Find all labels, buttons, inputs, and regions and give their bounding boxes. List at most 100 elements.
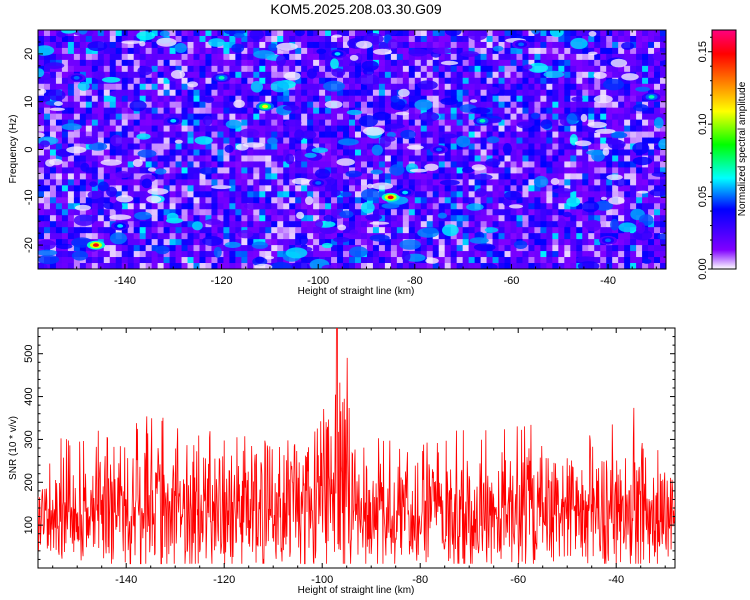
heatmap-cell [426, 179, 434, 186]
heatmap-cell [378, 167, 386, 174]
heatmap-cell [337, 203, 344, 210]
heatmap-cell [319, 185, 326, 192]
heatmap-cell [139, 119, 147, 127]
heatmap-cell [450, 161, 458, 169]
heatmap-cell [384, 89, 392, 97]
heatmap-cell [354, 95, 362, 103]
heatmap-cell [67, 41, 75, 49]
heatmap-gap [349, 54, 359, 61]
heatmap-cell [480, 137, 488, 145]
heatmap-cell [271, 161, 278, 169]
heatmap-blob [349, 229, 359, 235]
heatmap-cell [49, 65, 57, 73]
heatmap-cell [516, 71, 524, 79]
heatmap-cell [654, 41, 661, 49]
heatmap-cell [175, 143, 183, 151]
heatmap-cell [97, 53, 105, 61]
heatmap-cell [97, 83, 105, 91]
heatmap-cell [253, 155, 260, 163]
heatmap-cell [360, 143, 368, 151]
heatmap-cell [384, 30, 392, 37]
heatmap-cell [414, 30, 422, 37]
heatmap-cell [277, 197, 284, 204]
heatmap-cell [199, 149, 207, 157]
heatmap-cell [343, 251, 350, 258]
heatmap-cell [133, 41, 141, 49]
heatmap-cell [444, 233, 452, 240]
heatmap-cell [319, 155, 326, 163]
colorbar-tick-label: 0.15 [697, 41, 709, 62]
heatmap-cell [456, 257, 464, 264]
heatmap-cell [390, 215, 398, 222]
heatmap-cell [193, 95, 201, 103]
heatmap-cell [636, 257, 643, 264]
heatmap-cell [654, 71, 661, 79]
heatmap-cell [600, 131, 607, 139]
heatmap-cell [636, 185, 643, 192]
heatmap-cell [534, 47, 541, 55]
heatmap-cell [193, 191, 201, 198]
heatmap-cell [432, 173, 440, 180]
heatmap-cell [277, 149, 284, 157]
snr-x-tick-label: -40 [608, 574, 624, 586]
heatmap-cell [67, 35, 75, 43]
heatmap-cell [660, 131, 666, 139]
heatmap-cell [450, 263, 458, 269]
heatmap-cell [133, 131, 141, 139]
heatmap-cell [432, 89, 440, 97]
heatmap-cell [247, 107, 254, 115]
heatmap-cell [319, 233, 326, 240]
heatmap-cell [109, 83, 117, 91]
heatmap-cell [378, 149, 386, 157]
heatmap-cell [408, 149, 416, 157]
heatmap-cell [576, 173, 583, 180]
heatmap-cell [504, 53, 512, 61]
heatmap-cell [504, 185, 512, 192]
heatmap-cell [528, 149, 536, 157]
heatmap-cell [486, 221, 494, 228]
heatmap-cell [360, 125, 368, 133]
heatmap-cell [408, 53, 416, 61]
heatmap-cell [319, 125, 326, 133]
heatmap-cell [313, 203, 320, 210]
heatmap-x-tick-label: -100 [307, 275, 329, 287]
heatmap-cell [372, 227, 380, 234]
heatmap-cell [217, 179, 225, 186]
heatmap-cell [313, 77, 320, 85]
heatmap-cell [193, 35, 201, 43]
heatmap-cell [223, 209, 230, 216]
heatmap-cell [223, 53, 230, 61]
heatmap-cell [618, 119, 625, 127]
heatmap-cell [121, 203, 129, 210]
heatmap-cell [295, 233, 302, 240]
heatmap-cell [211, 59, 219, 67]
heatmap-cell [271, 191, 278, 198]
heatmap-cell [504, 83, 512, 91]
heatmap-blob [155, 245, 170, 255]
heatmap-cell [331, 119, 338, 127]
heatmap-cell [38, 125, 45, 133]
heatmap-cell [606, 167, 613, 174]
heatmap-blob [174, 42, 187, 54]
heatmap-cell [67, 89, 75, 97]
heatmap-cell [378, 197, 386, 204]
heatmap-cell [133, 167, 141, 174]
heatmap-cell [414, 173, 422, 180]
heatmap-cell [618, 95, 625, 103]
heatmap-cell [283, 95, 290, 103]
heatmap-cell [516, 155, 524, 163]
heatmap-cell [49, 179, 57, 186]
heatmap-cell [660, 161, 666, 169]
heatmap-cell [432, 107, 440, 115]
heatmap-cell [121, 77, 129, 85]
heatmap-cell [127, 173, 135, 180]
heatmap-cell [618, 89, 625, 97]
heatmap-cell [157, 89, 165, 97]
heatmap-cell [205, 143, 213, 151]
heatmap-cell [456, 41, 464, 49]
heatmap-cell [217, 101, 225, 109]
heatmap-cell [642, 113, 649, 121]
heatmap-cell [217, 155, 225, 163]
heatmap-cell [259, 167, 266, 174]
heatmap-cell [480, 101, 488, 109]
